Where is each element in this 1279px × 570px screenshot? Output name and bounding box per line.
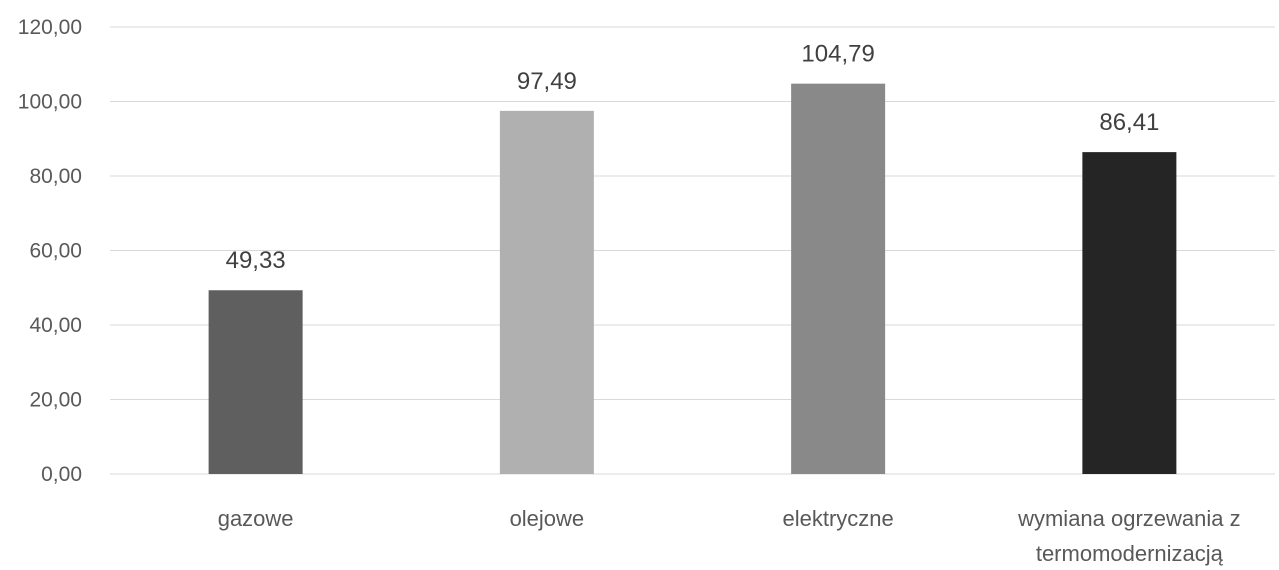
data-labels: 49,33 97,49 104,79 86,41 [226, 41, 1160, 275]
x-axis-category-labels: gazowe olejowe elektryczne wymiana ogrzewan… [218, 506, 1241, 566]
y-tick-label: 0,00 [41, 463, 82, 486]
bars [208, 83, 1177, 475]
data-label: 86,41 [1099, 109, 1159, 136]
x-tick-label: wymiana ogrzewania z [1017, 506, 1241, 531]
x-tick-label: termomodernizacją [1036, 541, 1224, 566]
data-label: 104,79 [801, 41, 874, 68]
bar [1082, 152, 1177, 475]
bar [208, 290, 303, 474]
y-tick-label: 100,00 [18, 91, 82, 114]
data-label: 97,49 [517, 68, 577, 95]
bar [791, 83, 886, 474]
y-tick-label: 80,00 [29, 165, 82, 188]
gridlines [110, 26, 1275, 475]
y-tick-label: 40,00 [29, 314, 82, 337]
y-tick-label: 60,00 [29, 240, 82, 263]
y-tick-label: 120,00 [18, 16, 82, 39]
y-tick-label: 20,00 [29, 389, 82, 412]
data-label: 49,33 [226, 247, 286, 274]
x-tick-label: elektryczne [782, 506, 893, 531]
x-tick-label: gazowe [218, 506, 294, 531]
x-tick-label: olejowe [510, 506, 585, 531]
y-axis-tick-labels: 0,00 20,00 40,00 60,00 80,00 100,00 120,00 [18, 16, 82, 486]
bar [499, 110, 594, 475]
